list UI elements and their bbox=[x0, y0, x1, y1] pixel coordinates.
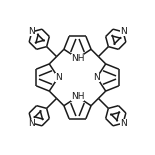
Text: N: N bbox=[120, 119, 126, 128]
Text: N: N bbox=[55, 73, 62, 82]
Text: N: N bbox=[29, 27, 35, 36]
Text: NH: NH bbox=[71, 92, 84, 101]
Text: N: N bbox=[29, 119, 35, 128]
Text: NH: NH bbox=[71, 54, 84, 63]
Text: N: N bbox=[120, 27, 126, 36]
Text: N: N bbox=[93, 73, 100, 82]
